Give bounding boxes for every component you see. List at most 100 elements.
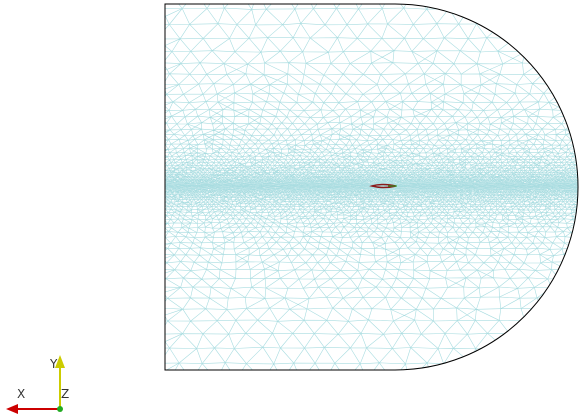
mesh-edge-group (165, 151, 578, 158)
mesh-edge-group (165, 83, 578, 95)
mesh-edge-group (165, 218, 578, 225)
x-axis-label: X (17, 387, 25, 401)
y-axis-label: Y (49, 357, 58, 371)
mesh-edge-group (165, 155, 578, 161)
mesh-edge-group (165, 147, 578, 154)
mesh-edge-group (165, 128, 578, 136)
mesh-edge-group (165, 169, 578, 171)
mesh-edge-group (165, 198, 578, 201)
mesh-edge-group (165, 122, 578, 125)
mesh-edge-group (165, 269, 578, 271)
mesh-edge-group (165, 201, 578, 205)
mesh-edge-group (165, 198, 578, 203)
mesh-edge-group (165, 180, 578, 182)
mesh-edge-group (165, 171, 578, 175)
mesh-edge-group (165, 164, 578, 169)
mesh-edge-group (165, 203, 578, 205)
mesh-edge-group (165, 186, 578, 189)
mesh-edge-group (165, 182, 578, 185)
mesh-edge-group (165, 173, 578, 177)
mesh-edge-group (165, 115, 578, 118)
axis-triad: X Y Z (6, 355, 69, 414)
mesh-edge-group (165, 171, 578, 174)
mesh-edge-group (165, 183, 578, 185)
mesh-edge-group (165, 286, 578, 289)
domain-boundary (164, 3, 579, 371)
mesh-edge-group (165, 158, 578, 164)
mesh-edge-group (165, 214, 578, 221)
z-axis-label: Z (61, 387, 69, 401)
mesh-edge-group (165, 236, 578, 244)
mesh-edge-group (165, 173, 578, 175)
mesh-edge-group (165, 222, 578, 229)
mesh-edge-group (165, 182, 578, 184)
mesh-edge-group (165, 181, 578, 183)
mesh-edge-group (165, 241, 578, 250)
mesh-edge-group (165, 83, 578, 86)
mesh-edge-group (165, 192, 578, 194)
mesh-edge-group (165, 254, 578, 264)
mesh-edge-group (165, 167, 578, 169)
mesh-edge-group (165, 169, 578, 174)
mesh-edge-group (165, 193, 578, 197)
mesh-edge-group (165, 128, 578, 131)
mesh-edge-group (165, 254, 578, 257)
mesh-edge-group (165, 108, 578, 118)
mesh-edge-group (165, 108, 578, 111)
mesh-edge-group (165, 218, 578, 221)
mesh-edge-group (165, 197, 578, 199)
mesh-edge-group (165, 269, 578, 280)
mesh-edge-group (165, 138, 578, 146)
mesh-edge-group (165, 226, 578, 234)
mesh-edge-group (165, 205, 578, 211)
mesh-edge-group (165, 178, 578, 182)
mesh-edge-group (165, 261, 578, 271)
mesh-edge-group (165, 155, 578, 158)
mesh-edge-group (165, 161, 578, 167)
mesh-edge-group (165, 277, 578, 289)
mesh-edge-group (165, 208, 578, 214)
mesh-edge-group (165, 187, 578, 190)
mesh-edge-group (165, 208, 578, 211)
airfoil (369, 183, 397, 189)
mesh-edge-group (165, 115, 578, 125)
mesh-edge-group (165, 190, 578, 192)
mesh-edge-group (165, 241, 578, 244)
mesh-edge-group (165, 161, 578, 164)
mesh-edge-group (165, 193, 578, 195)
mesh-edge-group (165, 133, 578, 136)
mesh-edge-group (165, 247, 578, 250)
mesh-edge-group (165, 192, 578, 195)
mesh-triangles (165, 4, 578, 370)
mesh-edge-group (165, 195, 578, 199)
mesh-edge-group (165, 188, 578, 191)
mesh-edge-group (165, 188, 578, 190)
mesh-edge-group (165, 175, 578, 177)
mesh-edge-group (165, 183, 578, 186)
mesh-edge-group (165, 231, 578, 234)
mesh-edge-group (165, 164, 578, 167)
mesh-edge-group (165, 261, 578, 264)
mesh-edge-group (165, 151, 578, 154)
mesh-edge-group (165, 177, 578, 180)
mesh-edge-group (165, 189, 578, 192)
mesh-edge-group (165, 133, 578, 141)
z-axis-marker (57, 406, 63, 412)
mesh-edge-group (165, 178, 578, 180)
mesh-edge-group (165, 167, 578, 171)
mesh-edge-group (165, 190, 578, 194)
x-axis-arrow (6, 404, 18, 414)
mesh-edge-group (165, 195, 578, 197)
mesh-edge-group (165, 211, 578, 217)
mesh-edge-group (165, 247, 578, 257)
mesh-edge-group (165, 189, 578, 191)
mesh-edge-group (165, 222, 578, 225)
mesh-edge-group (165, 158, 578, 161)
mesh-edge-group (165, 147, 578, 150)
mesh-edge-group (165, 122, 578, 131)
mesh-edge-group (165, 175, 578, 179)
y-axis-arrow (55, 355, 65, 368)
mesh-edge-group (165, 201, 578, 203)
mesh-edge-group (165, 143, 578, 146)
